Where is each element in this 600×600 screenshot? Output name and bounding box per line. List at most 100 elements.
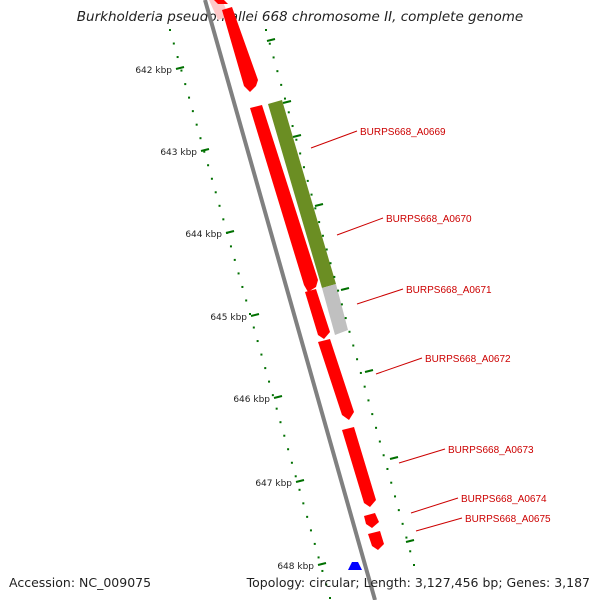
- track-dot: [291, 125, 294, 128]
- track-dot: [325, 248, 328, 251]
- kbp-tick: [250, 313, 260, 317]
- track-dot: [302, 502, 305, 505]
- track-dot: [401, 522, 404, 525]
- track-dot: [348, 330, 351, 333]
- track-dot: [265, 29, 267, 31]
- kbp-label: 647 kbp: [255, 479, 292, 489]
- gene-label[interactable]: BURPS668_A0674: [461, 494, 547, 505]
- track-dot: [203, 150, 206, 153]
- label-leader-line: [398, 448, 446, 464]
- gene-label[interactable]: BURPS668_A0673: [448, 445, 534, 456]
- track-dot: [180, 69, 183, 72]
- track-dot: [287, 111, 290, 114]
- track-dash: [389, 456, 399, 460]
- track-dot: [271, 394, 274, 397]
- track-dot: [229, 245, 232, 248]
- track-dot: [321, 234, 324, 237]
- track-dot: [283, 97, 286, 100]
- track-dot: [256, 340, 259, 343]
- track-dot: [287, 448, 290, 451]
- track-dot: [356, 358, 359, 361]
- tick-track-right: [265, 29, 415, 566]
- label-leader-line: [410, 497, 459, 514]
- track-dot: [314, 207, 317, 210]
- track-dot: [237, 272, 240, 275]
- track-dot: [302, 166, 305, 169]
- cds-arrow: [250, 105, 318, 292]
- track-dot: [280, 83, 283, 86]
- track-dot: [184, 83, 187, 86]
- track-dot: [306, 515, 309, 518]
- gene-label[interactable]: BURPS668_A0672: [425, 354, 511, 365]
- kbp-tick: [317, 562, 327, 566]
- gene-label[interactable]: BURPS668_A0670: [386, 214, 472, 225]
- label-leader-line: [310, 130, 358, 149]
- track-dot: [317, 556, 320, 559]
- cds-arrow: [364, 513, 379, 528]
- track-dot: [375, 426, 378, 429]
- track-dash: [340, 287, 350, 291]
- kbp-label: 643 kbp: [160, 148, 197, 158]
- kbp-label: 645 kbp: [210, 313, 247, 323]
- gene-label[interactable]: BURPS668_A0671: [406, 285, 492, 296]
- track-dash: [364, 369, 374, 373]
- track-dot: [188, 96, 191, 99]
- track-dot: [222, 218, 225, 221]
- track-dot: [294, 475, 297, 478]
- track-dot: [325, 583, 328, 586]
- track-dot: [359, 371, 362, 374]
- track-dot: [252, 326, 255, 329]
- track-dot: [344, 317, 347, 320]
- tick-track-left: [169, 29, 331, 599]
- green-feature: [268, 100, 336, 288]
- track-dash: [266, 38, 276, 42]
- track-dot: [279, 421, 282, 424]
- track-dot: [321, 569, 324, 572]
- track-dot: [199, 137, 202, 140]
- grey-feature: [322, 284, 348, 335]
- track-dash: [405, 539, 415, 543]
- blue-feature: [348, 562, 362, 570]
- track-dot: [394, 495, 397, 498]
- kbp-tick: [200, 148, 210, 152]
- label-leader-line: [356, 288, 404, 305]
- gene-labels: BURPS668_A0669 BURPS668_A0670 BURPS668_A06…: [310, 127, 551, 532]
- cds-arrow: [305, 289, 330, 339]
- kbp-label: 646 kbp: [233, 395, 270, 405]
- track-dot: [207, 164, 210, 167]
- track-dot: [298, 488, 301, 491]
- track-dot: [299, 152, 302, 155]
- track-dot: [283, 434, 286, 437]
- track-dot: [367, 399, 370, 402]
- cds-arrow: [222, 7, 258, 92]
- track-dot: [318, 221, 321, 224]
- track-dot: [176, 56, 179, 59]
- label-leader-line: [415, 517, 463, 532]
- track-dash: [292, 134, 302, 138]
- cds-arrow: [368, 531, 384, 550]
- map-title: Burkholderia pseudomallei 668 chromosome…: [76, 9, 524, 25]
- track-dot: [397, 509, 400, 512]
- track-dot: [233, 258, 236, 261]
- track-dot: [218, 204, 221, 207]
- track-dot: [371, 413, 374, 416]
- cds-arrow: [342, 427, 376, 507]
- kbp-label: 648 kbp: [277, 562, 314, 572]
- accession-text: Accession: NC_009075: [9, 575, 152, 590]
- gene-label[interactable]: BURPS668_A0669: [360, 127, 446, 138]
- track-dot: [249, 313, 251, 315]
- label-leader-line: [375, 357, 423, 375]
- track-dot: [386, 467, 389, 470]
- kbp-tick: [273, 395, 283, 399]
- track-dot: [313, 542, 316, 545]
- track-dot: [276, 70, 279, 73]
- kbp-tick: [175, 66, 185, 70]
- track-dash: [282, 100, 292, 104]
- track-dot: [241, 285, 244, 288]
- track-dot: [290, 461, 293, 464]
- track-dot: [363, 385, 366, 388]
- gene-label[interactable]: BURPS668_A0675: [465, 514, 551, 525]
- track-dot: [172, 42, 175, 45]
- track-dot: [310, 193, 313, 196]
